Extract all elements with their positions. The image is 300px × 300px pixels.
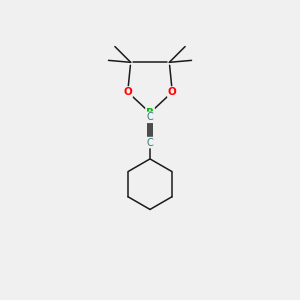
- Text: C: C: [147, 138, 153, 148]
- Text: O: O: [123, 87, 132, 97]
- Text: B: B: [146, 108, 154, 118]
- Text: C: C: [147, 112, 153, 122]
- Text: O: O: [168, 87, 177, 97]
